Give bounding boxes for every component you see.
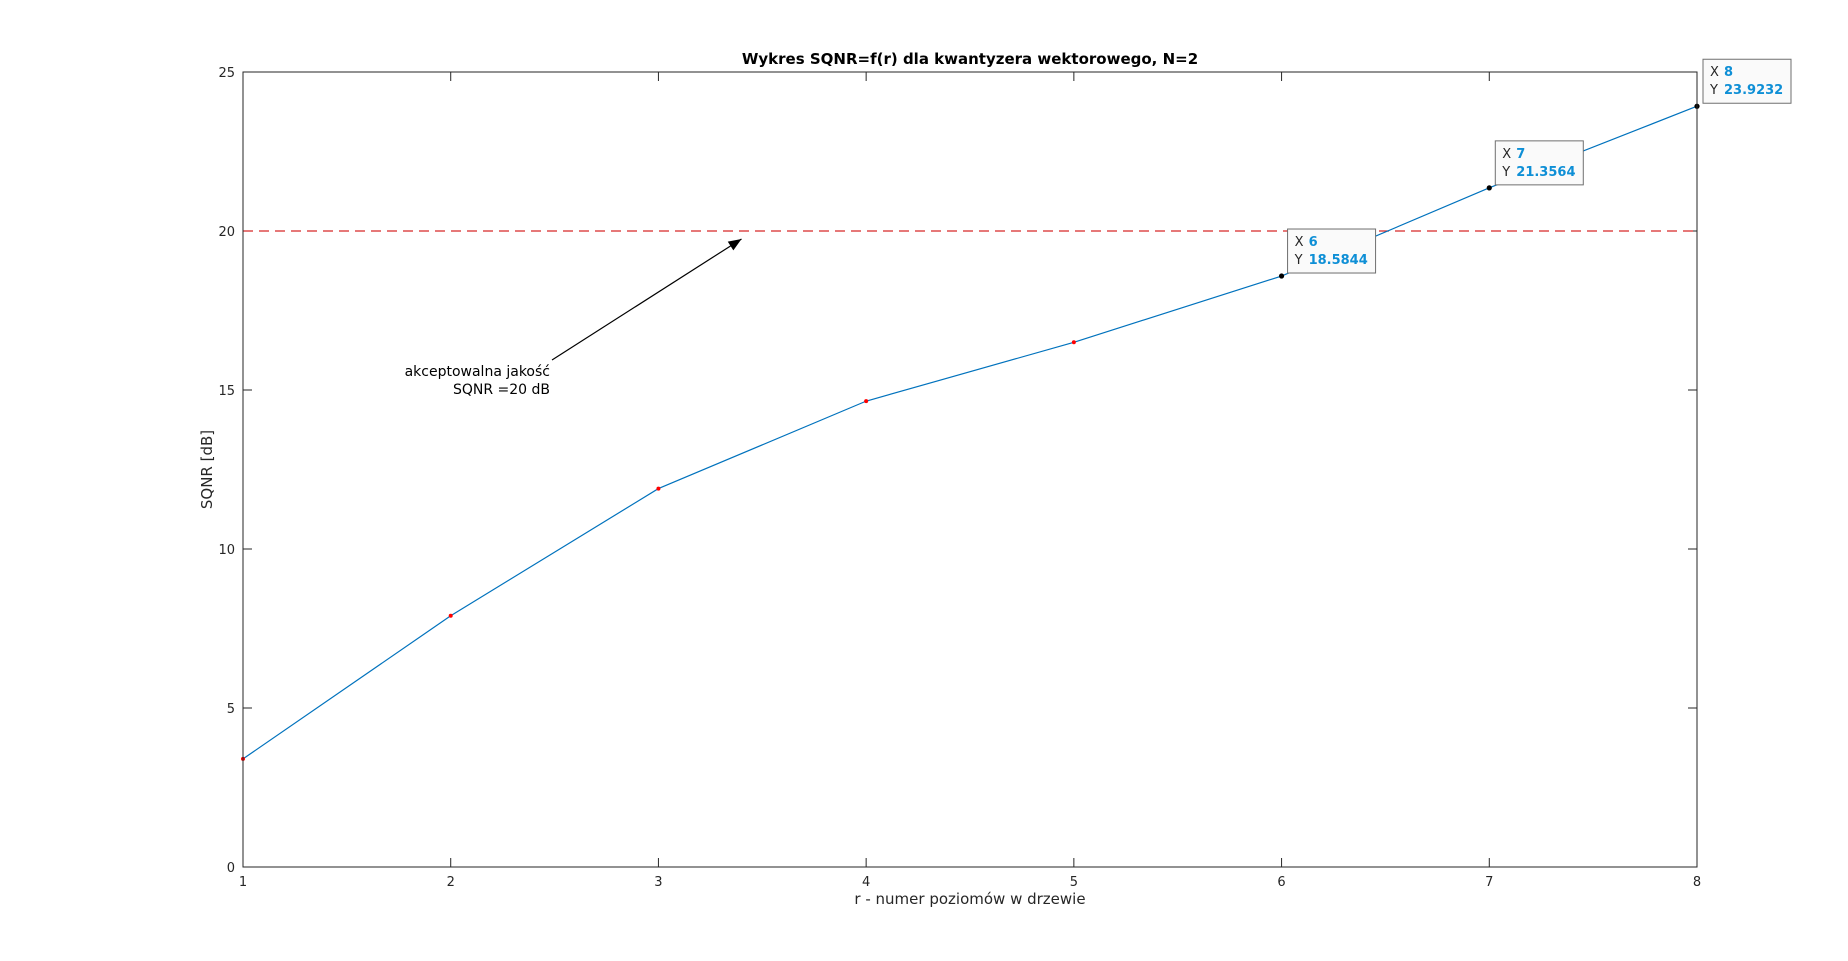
axes-box	[242, 71, 1698, 868]
data-point-marker	[448, 613, 453, 618]
datatip-x-value: 7	[1516, 147, 1525, 162]
datatip-y-value: 18.5844	[1309, 253, 1368, 268]
x-axis-label: r - numer poziomów w drzewie	[854, 890, 1085, 908]
y-tick-label: 25	[218, 66, 235, 81]
chart-title: Wykres SQNR=f(r) dla kwantyzera wektorow…	[742, 50, 1198, 68]
y-tick-label: 5	[227, 702, 235, 717]
x-tick-label: 3	[654, 875, 662, 890]
datatip-y-label: Y	[1709, 83, 1718, 98]
datatip-x-value: 8	[1724, 65, 1733, 80]
annotation-line-1: akceptowalna jakość	[405, 364, 550, 380]
y-tick-label: 0	[227, 861, 235, 876]
x-tick-label: 8	[1693, 875, 1701, 890]
datatip-box	[1494, 140, 1584, 186]
annotation-line-2: SQNR =20 dB	[453, 382, 550, 398]
y-tick-label: 20	[218, 225, 235, 240]
datatip-x-label: X	[1295, 235, 1304, 250]
datatip-point-marker	[1278, 273, 1285, 279]
datatip-y-value: 21.3564	[1516, 165, 1575, 180]
annotation-layer: akceptowalna jakość SQNR =20 dB	[405, 238, 742, 398]
x-tick-label: 7	[1485, 875, 1493, 890]
datatip-y-label: Y	[1501, 165, 1510, 180]
y-axis-label: SQNR [dB]	[198, 430, 216, 509]
datatip-point-marker	[1486, 185, 1492, 191]
datatip-y-label: Y	[1294, 253, 1303, 268]
data-point-marker	[656, 486, 661, 491]
plot-area	[243, 72, 1697, 867]
annotation-arrow-shaft	[551, 238, 742, 361]
data-point-marker	[1071, 340, 1076, 345]
x-tick-label: 4	[862, 875, 870, 890]
datatip-box	[1287, 228, 1377, 274]
x-tick-label: 6	[1277, 875, 1285, 890]
y-tick-label: 10	[218, 543, 235, 558]
data-point-marker	[864, 399, 869, 404]
sqnr-series-line	[242, 105, 1698, 760]
x-tick-label: 1	[239, 875, 247, 890]
annotation-arrow-head	[727, 238, 742, 251]
datatip-x-value: 6	[1309, 235, 1318, 250]
y-tick-label: 15	[218, 384, 235, 399]
x-tick-label: 2	[447, 875, 455, 890]
datatip-x-label: X	[1502, 147, 1511, 162]
datatip-box	[1702, 58, 1792, 104]
datatip-x-label: X	[1710, 65, 1719, 80]
series-layer	[241, 104, 1699, 761]
x-tick-label: 5	[1070, 875, 1078, 890]
datatip-y-value: 23.9232	[1724, 83, 1783, 98]
